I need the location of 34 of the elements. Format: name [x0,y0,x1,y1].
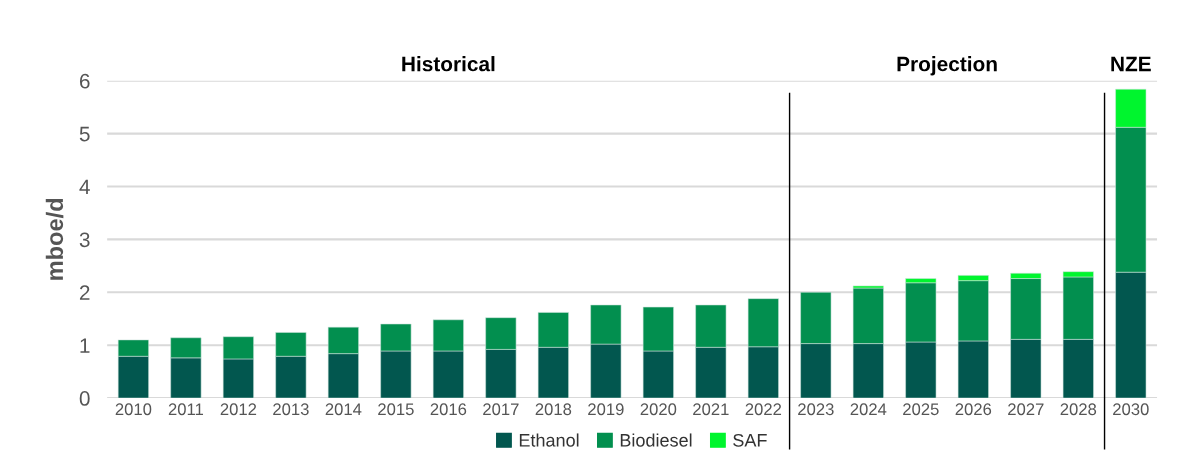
y-axis-title: mboe/d [45,198,64,280]
x-tick-label: 2024 [850,403,887,416]
x-tick-label: 2030 [1113,403,1149,416]
legend-label: Biodiesel [620,433,692,447]
x-tick-label: 2020 [640,403,677,416]
y-tick-label: 4 [79,179,90,195]
x-tick-label: 2010 [115,403,152,416]
x-tick-label: 2012 [220,403,257,416]
x-tick-label: 2023 [798,403,834,416]
y-tick-label: 0 [79,391,90,406]
x-tick-label: 2018 [535,403,572,416]
y-tick-label: 1 [80,338,90,353]
text: NZE [1111,56,1151,72]
x-tick-label: 2027 [1008,403,1044,416]
y-tick-label: 3 [79,232,90,248]
x-tick-label: 2014 [325,403,362,416]
x-tick-label: 2022 [745,403,782,416]
y-tick-label: 2 [79,285,90,300]
x-tick-label: 2017 [483,403,519,416]
x-tick-label: 2025 [903,403,939,416]
text: Historical [402,56,495,72]
x-tick-label: 2011 [168,403,204,416]
x-tick-label: 2015 [378,403,414,416]
legend-label: SAF [733,433,767,447]
x-tick-label: 2019 [588,403,624,416]
text: Projection [897,56,997,76]
x-tick-label: 2028 [1060,403,1097,416]
y-tick-label: 6 [79,73,90,89]
x-tick-label: 2013 [273,403,309,416]
x-tick-label: 2016 [430,403,467,416]
x-tick-label: 2026 [955,403,992,416]
legend-label: Ethanol [519,433,579,447]
y-tick-label: 5 [79,126,90,142]
x-tick-label: 2021 [693,403,729,416]
